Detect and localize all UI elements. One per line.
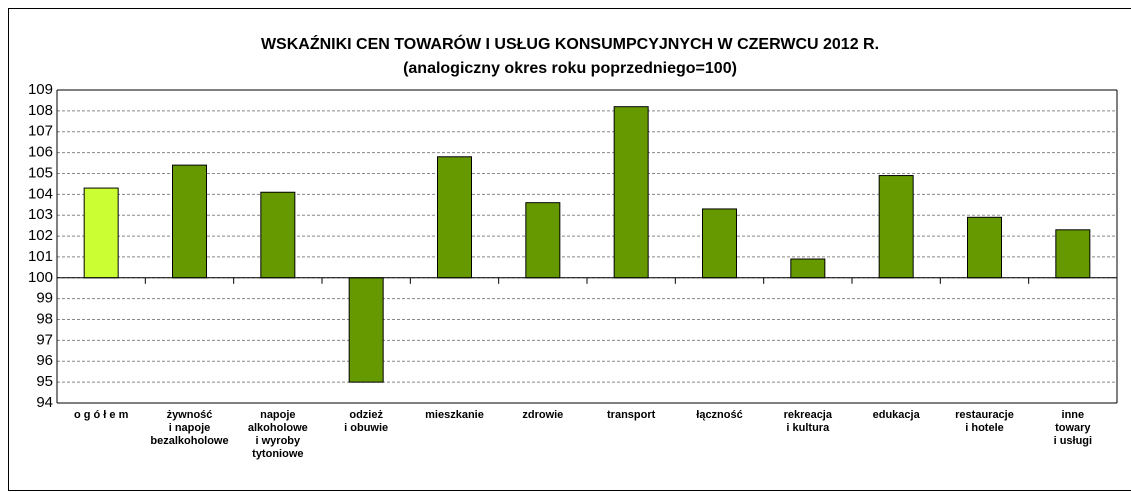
chart-subtitle: (analogiczny okres roku poprzedniego=100… bbox=[403, 60, 737, 77]
y-tick-label: 94 bbox=[36, 394, 53, 411]
y-tick-label: 100 bbox=[28, 269, 53, 286]
x-tick-label: transport bbox=[607, 409, 656, 421]
y-tick-label: 103 bbox=[28, 206, 53, 223]
y-tick-label: 107 bbox=[28, 123, 53, 140]
y-tick-label: 96 bbox=[36, 352, 53, 369]
y-tick-label: 109 bbox=[28, 81, 53, 98]
x-tick-label: żywność i napoje bezalkoholowe bbox=[150, 409, 228, 447]
y-tick-label: 106 bbox=[28, 144, 53, 161]
y-tick-label: 108 bbox=[28, 102, 53, 119]
y-tick-label: 104 bbox=[28, 185, 53, 202]
bar bbox=[790, 258, 826, 279]
x-tick-label: inne towary i usługi bbox=[1054, 409, 1093, 447]
chart-title: WSKAŹNIKI CEN TOWARÓW I USŁUG KONSUMPCYJ… bbox=[261, 34, 879, 53]
x-tick-label: restauracje i hotele bbox=[955, 409, 1014, 434]
bar bbox=[702, 208, 737, 279]
bar bbox=[437, 156, 472, 279]
x-tick-label: napoje alkoholowe i wyroby tytoniowe bbox=[248, 409, 308, 460]
y-tick-label: 95 bbox=[36, 373, 53, 390]
x-tick-label: edukacja bbox=[873, 409, 921, 421]
bar bbox=[83, 187, 119, 279]
y-tick-label: 101 bbox=[28, 248, 53, 265]
x-tick-label: zdrowie bbox=[522, 409, 563, 421]
y-tick-label: 97 bbox=[36, 331, 53, 348]
bar bbox=[1055, 229, 1091, 279]
bar bbox=[348, 277, 384, 383]
bar bbox=[260, 191, 296, 279]
x-tick-label: łączność bbox=[696, 409, 742, 421]
x-tick-label: mieszkanie bbox=[425, 409, 484, 421]
y-tick-label: 102 bbox=[28, 227, 53, 244]
y-tick-label: 105 bbox=[28, 164, 53, 181]
x-tick-label: rekreacja i kultura bbox=[784, 409, 833, 434]
y-tick-label: 98 bbox=[36, 311, 53, 328]
y-tick-label: 99 bbox=[36, 290, 53, 307]
bar bbox=[525, 202, 561, 279]
x-tick-label: odzież i obuwie bbox=[344, 409, 388, 434]
bar bbox=[613, 106, 649, 279]
bar bbox=[172, 164, 207, 279]
bar bbox=[967, 216, 1002, 279]
bar bbox=[878, 175, 914, 279]
x-tick-label: o g ó ł e m bbox=[74, 409, 129, 421]
